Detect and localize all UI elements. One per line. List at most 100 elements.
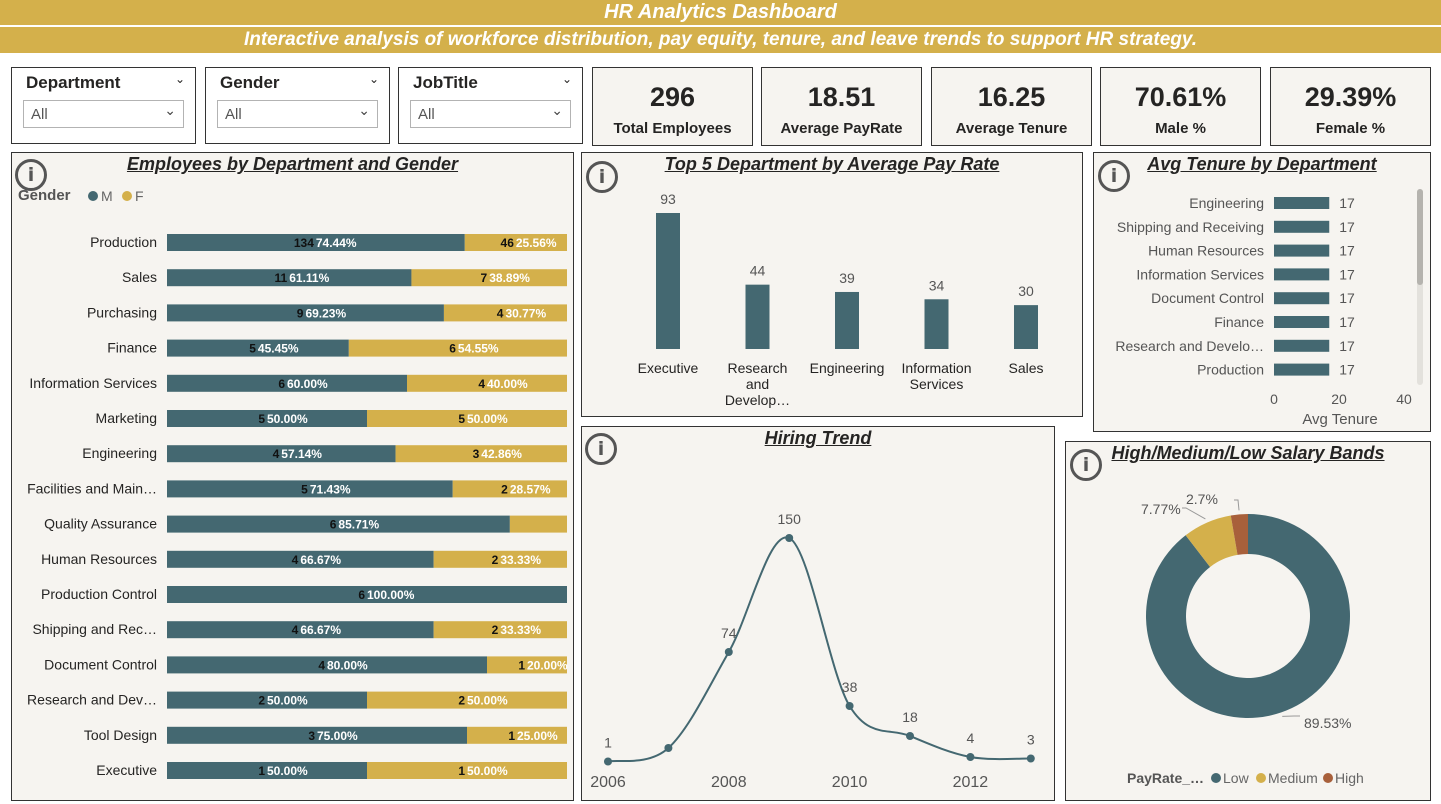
slicer-department[interactable]: Department ⌄ All ⌄ [11, 67, 196, 144]
data-label: 17 [1339, 338, 1355, 354]
bar [1274, 316, 1330, 328]
bar-segment-m [167, 339, 349, 357]
category-label: Engineering [82, 445, 157, 461]
kpi-value: 18.51 [807, 82, 876, 112]
category-label: Tool Design [84, 727, 157, 743]
category-label: Finance [1214, 314, 1264, 330]
bar-segment-m [167, 621, 434, 639]
bar [835, 291, 859, 349]
chevron-down-icon[interactable]: ⌄ [174, 72, 185, 86]
info-icon[interactable]: i [1098, 160, 1130, 192]
kpi-average-tenure: 16.25 Average Tenure [931, 67, 1092, 146]
bar-segment-f [367, 410, 567, 427]
bar-segment-m [167, 410, 367, 427]
donut-slice [1230, 514, 1248, 555]
category-label: Executive [96, 762, 157, 778]
category-label: Services [910, 376, 964, 392]
data-label-count: 5 [258, 412, 265, 426]
data-label: 17 [1339, 266, 1355, 282]
category-label: Document Control [1151, 290, 1264, 306]
chevron-down-icon[interactable]: ⌄ [358, 102, 370, 118]
data-label-count: 5 [301, 482, 308, 496]
data-label-count: 11 [275, 271, 288, 285]
chevron-down-icon[interactable]: ⌄ [551, 102, 563, 118]
bar-segment-f [443, 304, 567, 322]
data-label: 17 [1339, 219, 1355, 235]
chart-title: Employees by Department and Gender [126, 154, 459, 174]
data-label-pct: 50.00% [467, 694, 508, 708]
gender-dropdown[interactable]: All ⌄ [217, 100, 378, 128]
data-label: 93 [660, 191, 676, 207]
kpi-value: 16.25 [977, 82, 1046, 112]
category-label: and [746, 376, 769, 392]
data-label-pct: 28.57% [510, 482, 551, 496]
category-label: Information [901, 360, 971, 376]
dashboard-title: HR Analytics Dashboard [0, 0, 1441, 25]
chevron-down-icon[interactable]: ⌄ [164, 102, 176, 118]
category-label: Information Services [1136, 266, 1264, 282]
legend-swatch-f [122, 191, 132, 201]
department-dropdown[interactable]: All ⌄ [23, 100, 184, 128]
data-label-count: 4 [292, 553, 299, 567]
bar-segment-f [395, 445, 567, 463]
slicer-gender[interactable]: Gender ⌄ All ⌄ [205, 67, 390, 144]
data-label-pct: 45.45% [258, 342, 299, 356]
bar-segment-f [467, 726, 567, 744]
info-icon[interactable]: i [585, 433, 617, 465]
kpi-label: Female % [1315, 120, 1386, 137]
bar-segment-f [367, 691, 567, 709]
jobtitle-dropdown[interactable]: All ⌄ [410, 100, 571, 128]
data-label-pct: 50.00% [267, 764, 308, 778]
tick-label: 40 [1396, 391, 1412, 407]
tick-label: 2008 [711, 774, 747, 791]
data-label-count: 2 [501, 482, 508, 496]
data-label-count: 9 [297, 306, 304, 320]
data-label: 74 [721, 625, 737, 641]
tick-label: 2012 [953, 774, 989, 791]
chevron-down-icon[interactable]: ⌄ [368, 72, 379, 86]
tick-label: 0 [1270, 391, 1278, 407]
slicer-value: All [31, 106, 48, 123]
bar-segment-m [167, 726, 467, 744]
chevron-down-icon[interactable]: ⌄ [561, 72, 572, 86]
bar-segment-f [464, 234, 567, 251]
slicer-jobtitle[interactable]: JobTitle ⌄ All ⌄ [398, 67, 583, 144]
category-label: Human Resources [1148, 243, 1264, 259]
panel-employees-by-dept-gender: Employees by Department and Gender i Gen… [11, 152, 574, 801]
bar-segment-f [433, 621, 567, 639]
data-label-count: 4 [497, 306, 504, 320]
bar-segment-m [167, 550, 434, 568]
data-label: 38 [842, 679, 858, 695]
panel-avg-tenure: Avg Tenure by Department i Engineering 17… [1093, 152, 1431, 432]
data-label-pct: 50.00% [467, 764, 508, 778]
data-label-count: 1 [518, 658, 525, 672]
data-label-count: 1 [508, 729, 515, 743]
info-icon[interactable]: i [15, 159, 47, 191]
data-label-count: 4 [478, 377, 485, 391]
data-label-count: 1 [258, 764, 265, 778]
kpi-label: Male % [1155, 120, 1206, 137]
data-label-count: 6 [358, 588, 365, 602]
data-label-count: 2 [458, 694, 465, 708]
donut-slice [1185, 515, 1238, 567]
data-label-pct: 74.44% [316, 236, 357, 250]
info-icon[interactable]: i [586, 161, 618, 193]
category-label: Production [90, 234, 157, 250]
bar-segment-m [167, 762, 367, 779]
legend-label-f: F [135, 188, 144, 204]
legend-swatch [1211, 773, 1221, 783]
data-label-pct: 30.77% [505, 306, 546, 320]
donut-slice [1146, 514, 1350, 718]
category-label: Finance [107, 340, 157, 356]
bar [1274, 292, 1330, 305]
data-label-pct: 33.33% [500, 623, 541, 637]
data-label-count: 3 [308, 729, 315, 743]
info-icon[interactable]: i [1070, 449, 1102, 481]
scrollbar-thumb[interactable] [1417, 189, 1423, 285]
slicer-label: Gender [220, 73, 280, 92]
data-label: 34 [929, 277, 945, 293]
bar-segment-m [167, 269, 412, 287]
data-label-pct: 60.00% [287, 377, 328, 391]
category-label: Research and Develo… [1115, 338, 1264, 354]
kpi-value: 70.61% [1134, 82, 1227, 112]
